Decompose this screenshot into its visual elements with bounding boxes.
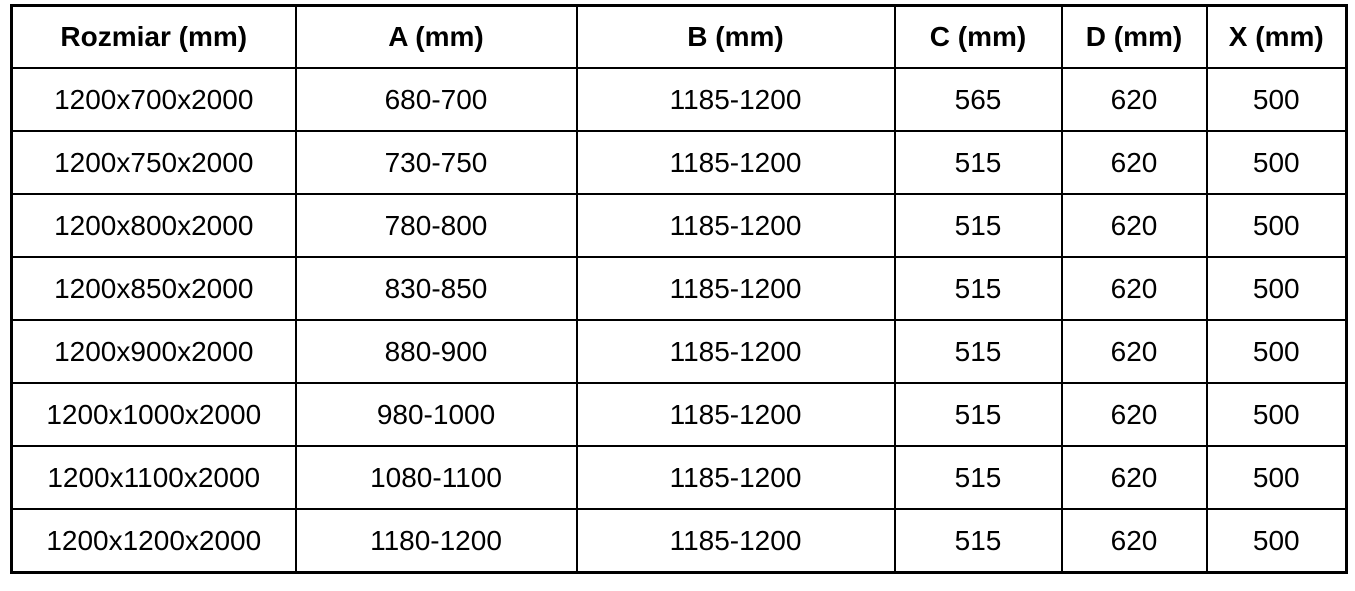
cell-c: 515 bbox=[893, 445, 1063, 510]
header-row: Rozmiar (mm) A (mm) B (mm) C (mm) D (mm)… bbox=[10, 4, 1348, 69]
cell-rozmiar: 1200x700x2000 bbox=[10, 67, 297, 132]
cell-rozmiar: 1200x1100x2000 bbox=[10, 445, 297, 510]
cell-c: 515 bbox=[893, 382, 1063, 447]
cell-c: 565 bbox=[893, 67, 1063, 132]
cell-b: 1185-1200 bbox=[575, 256, 896, 321]
cell-c: 515 bbox=[893, 193, 1063, 258]
cell-rozmiar: 1200x850x2000 bbox=[10, 256, 297, 321]
cell-x: 500 bbox=[1205, 193, 1348, 258]
table-row: 1200x750x2000 730-750 1185-1200 515 620 … bbox=[10, 130, 1348, 195]
cell-x: 500 bbox=[1205, 382, 1348, 447]
cell-a: 780-800 bbox=[294, 193, 578, 258]
cell-a: 880-900 bbox=[294, 319, 578, 384]
table-row: 1200x700x2000 680-700 1185-1200 565 620 … bbox=[10, 67, 1348, 132]
cell-rozmiar: 1200x1000x2000 bbox=[10, 382, 297, 447]
cell-x: 500 bbox=[1205, 130, 1348, 195]
cell-d: 620 bbox=[1060, 319, 1208, 384]
cell-x: 500 bbox=[1205, 508, 1348, 574]
cell-a: 680-700 bbox=[294, 67, 578, 132]
header-x: X (mm) bbox=[1205, 4, 1348, 69]
cell-b: 1185-1200 bbox=[575, 445, 896, 510]
table-row: 1200x1100x2000 1080-1100 1185-1200 515 6… bbox=[10, 445, 1348, 510]
cell-a: 1180-1200 bbox=[294, 508, 578, 574]
cell-b: 1185-1200 bbox=[575, 130, 896, 195]
cell-c: 515 bbox=[893, 508, 1063, 574]
cell-rozmiar: 1200x900x2000 bbox=[10, 319, 297, 384]
cell-rozmiar: 1200x800x2000 bbox=[10, 193, 297, 258]
table-row: 1200x900x2000 880-900 1185-1200 515 620 … bbox=[10, 319, 1348, 384]
cell-a: 830-850 bbox=[294, 256, 578, 321]
cell-a: 980-1000 bbox=[294, 382, 578, 447]
cell-rozmiar: 1200x1200x2000 bbox=[10, 508, 297, 574]
cell-x: 500 bbox=[1205, 319, 1348, 384]
cell-rozmiar: 1200x750x2000 bbox=[10, 130, 297, 195]
cell-b: 1185-1200 bbox=[575, 67, 896, 132]
table-row: 1200x1000x2000 980-1000 1185-1200 515 62… bbox=[10, 382, 1348, 447]
cell-x: 500 bbox=[1205, 445, 1348, 510]
cell-d: 620 bbox=[1060, 445, 1208, 510]
cell-d: 620 bbox=[1060, 508, 1208, 574]
cell-b: 1185-1200 bbox=[575, 319, 896, 384]
cell-d: 620 bbox=[1060, 193, 1208, 258]
cell-d: 620 bbox=[1060, 256, 1208, 321]
dimensions-table: Rozmiar (mm) A (mm) B (mm) C (mm) D (mm)… bbox=[10, 4, 1348, 574]
table-row: 1200x1200x2000 1180-1200 1185-1200 515 6… bbox=[10, 508, 1348, 574]
cell-d: 620 bbox=[1060, 382, 1208, 447]
cell-b: 1185-1200 bbox=[575, 508, 896, 574]
header-d: D (mm) bbox=[1060, 4, 1208, 69]
cell-c: 515 bbox=[893, 319, 1063, 384]
cell-b: 1185-1200 bbox=[575, 382, 896, 447]
table-row: 1200x800x2000 780-800 1185-1200 515 620 … bbox=[10, 193, 1348, 258]
cell-a: 1080-1100 bbox=[294, 445, 578, 510]
cell-x: 500 bbox=[1205, 256, 1348, 321]
cell-d: 620 bbox=[1060, 130, 1208, 195]
cell-d: 620 bbox=[1060, 67, 1208, 132]
cell-b: 1185-1200 bbox=[575, 193, 896, 258]
header-rozmiar: Rozmiar (mm) bbox=[10, 4, 297, 69]
header-a: A (mm) bbox=[294, 4, 578, 69]
cell-c: 515 bbox=[893, 256, 1063, 321]
cell-a: 730-750 bbox=[294, 130, 578, 195]
cell-c: 515 bbox=[893, 130, 1063, 195]
header-c: C (mm) bbox=[893, 4, 1063, 69]
table-body: 1200x700x2000 680-700 1185-1200 565 620 … bbox=[10, 67, 1348, 574]
table-row: 1200x850x2000 830-850 1185-1200 515 620 … bbox=[10, 256, 1348, 321]
header-b: B (mm) bbox=[575, 4, 896, 69]
cell-x: 500 bbox=[1205, 67, 1348, 132]
